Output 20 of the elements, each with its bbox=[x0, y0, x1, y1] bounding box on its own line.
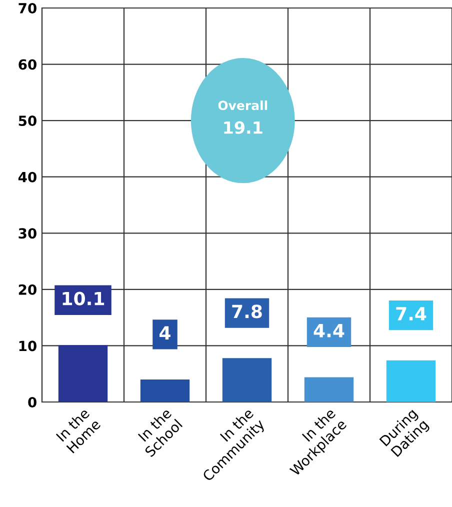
annotation: 19.1 bbox=[224, 121, 262, 134]
bar bbox=[304, 377, 354, 402]
y-tick-label: 0 bbox=[28, 396, 36, 408]
y-tick-label: 50 bbox=[18, 116, 36, 126]
y-tick-label: 30 bbox=[18, 228, 36, 239]
bar bbox=[58, 345, 108, 402]
y-tick-label: 10 bbox=[19, 340, 36, 352]
data-label: 10.1 bbox=[62, 292, 104, 306]
data-label: 4.4 bbox=[314, 324, 344, 338]
data-label: 7.4 bbox=[396, 307, 426, 320]
y-tick-label: 40 bbox=[18, 172, 36, 182]
y-tick-label: 70 bbox=[18, 2, 36, 14]
bar bbox=[140, 379, 190, 402]
y-tick-label: 20 bbox=[18, 284, 36, 295]
data-label: 4 bbox=[160, 326, 170, 340]
bar bbox=[222, 358, 272, 402]
data-label: 7.8 bbox=[232, 304, 262, 318]
bar bbox=[386, 360, 436, 402]
annotation: Overall bbox=[218, 100, 268, 110]
y-tick-label: 60 bbox=[18, 59, 36, 70]
